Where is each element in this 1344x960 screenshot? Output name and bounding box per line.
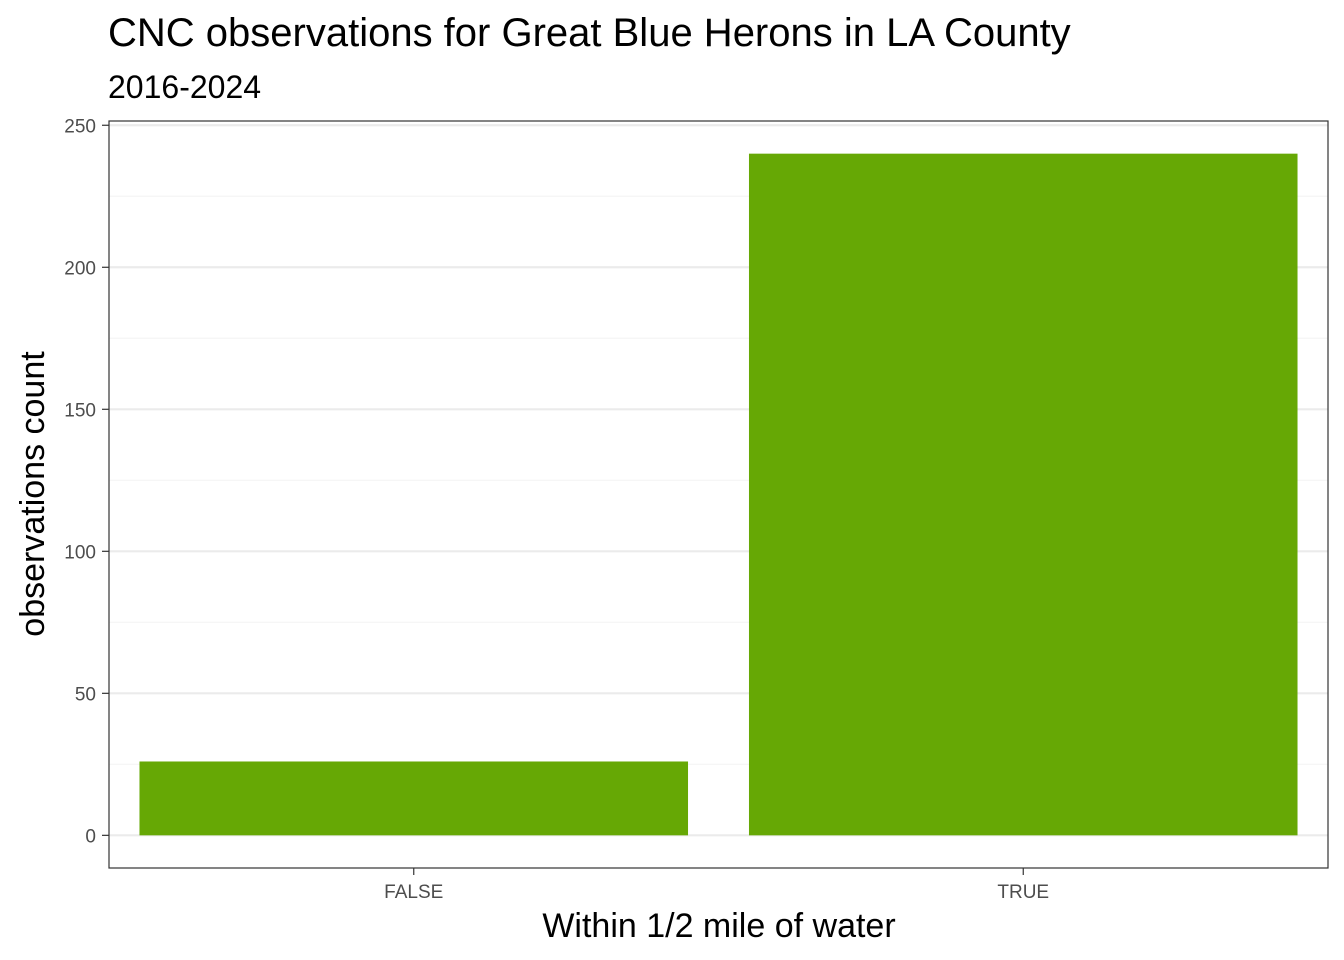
y-tick-label: 100 <box>64 542 96 563</box>
y-axis-title: observations count <box>14 351 52 637</box>
y-tick-label: 50 <box>75 684 96 705</box>
bars <box>139 153 1298 836</box>
chart-subtitle: 2016-2024 <box>108 69 261 105</box>
bar-true <box>748 153 1298 836</box>
x-tick-label: FALSE <box>384 882 443 903</box>
x-axis: FALSE TRUE <box>384 868 1049 903</box>
x-axis-title: Within 1/2 mile of water <box>542 907 895 945</box>
chart-title: CNC observations for Great Blue Herons i… <box>108 11 1071 55</box>
y-axis: 0 50 100 150 200 250 <box>64 116 109 847</box>
y-tick-label: 200 <box>64 258 96 279</box>
y-tick-label: 250 <box>64 116 96 137</box>
bar-false <box>139 761 689 836</box>
y-tick-label: 150 <box>64 400 96 421</box>
panel-border <box>108 120 1329 869</box>
x-tick-label: TRUE <box>997 882 1049 903</box>
y-tick-label: 0 <box>85 826 96 847</box>
